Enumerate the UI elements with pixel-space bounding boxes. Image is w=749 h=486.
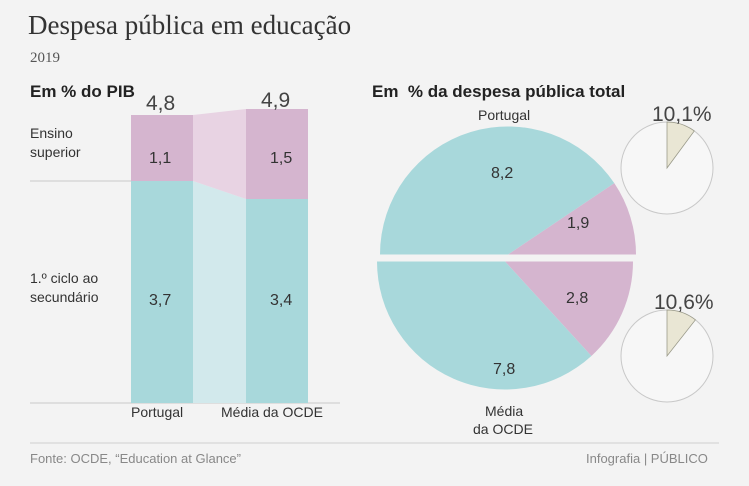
- pie-slice-label-ocde-superior: 2,8: [566, 290, 589, 307]
- category-label-ocde: Média da OCDE: [221, 404, 323, 420]
- bar-ocde-basico: [246, 199, 308, 403]
- chart-title: Despesa pública em educação: [28, 10, 352, 40]
- category-label-portugal: Portugal: [131, 404, 184, 420]
- pie-slice-portugal-basico: [380, 126, 615, 255]
- mini-pie-ocde-share: [666, 309, 696, 358]
- share-label-ocde: 10,6%: [654, 291, 714, 314]
- chart-year: 2019: [30, 50, 60, 66]
- connector-band-superior: [193, 109, 246, 199]
- total-label-ocde: 4,9: [261, 89, 291, 112]
- credit-note: Infografia | PÚBLICO: [586, 451, 708, 466]
- share-label-portugal: 10,1%: [652, 103, 712, 126]
- mini-pie-portugal-share: [666, 121, 695, 170]
- series-label-lower-1: 1.º ciclo ao: [30, 270, 99, 286]
- pie-label-ocde-1: Média: [485, 403, 524, 419]
- right-panel-heading: Em % da despesa pública total: [372, 82, 626, 101]
- pie-slice-ocde-basico: [377, 261, 592, 390]
- bar-label-portugal-superior: 1,1: [149, 150, 172, 167]
- bar-portugal-basico: [131, 181, 193, 403]
- pie-slice-label-ocde-basico: 7,8: [493, 361, 516, 378]
- pie-label-ocde-2: da OCDE: [473, 421, 533, 437]
- total-label-portugal: 4,8: [146, 92, 176, 115]
- pie-slice-portugal-superior: [508, 183, 636, 255]
- pie-slice-label-portugal-superior: 1,9: [567, 215, 590, 232]
- series-label-lower-2: secundário: [30, 289, 99, 305]
- connector-band-basico: [193, 181, 246, 403]
- source-note: Fonte: OCDE, “Education at Glance”: [30, 451, 241, 466]
- series-label-upper-1: Ensino: [30, 125, 73, 141]
- bar-portugal-superior: [131, 115, 193, 181]
- bar-label-portugal-basico: 3,7: [149, 292, 172, 309]
- bar-ocde-superior: [246, 109, 308, 199]
- bar-label-ocde-superior: 1,5: [270, 150, 293, 167]
- left-panel-heading: Em % do PIB: [30, 82, 135, 101]
- series-label-upper-2: superior: [30, 144, 81, 160]
- pie-slice-ocde-superior: [505, 261, 633, 356]
- bar-label-ocde-basico: 3,4: [270, 292, 293, 309]
- pie-slice-label-portugal-basico: 8,2: [491, 165, 514, 182]
- pie-label-portugal: Portugal: [478, 107, 531, 123]
